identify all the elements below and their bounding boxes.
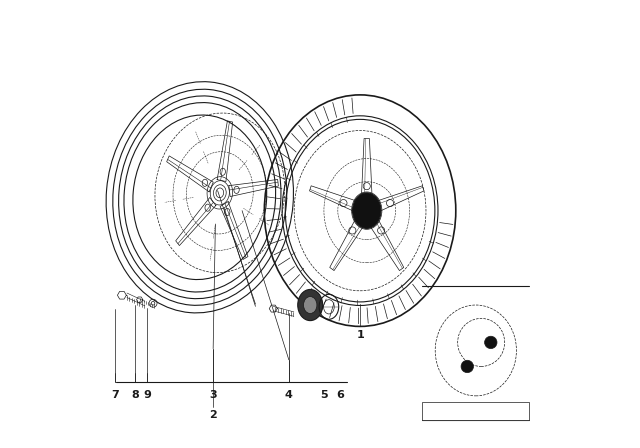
Text: 4: 4 — [285, 390, 292, 401]
Text: 5: 5 — [321, 390, 328, 401]
Circle shape — [461, 360, 474, 373]
Text: 7: 7 — [111, 390, 119, 401]
Text: 6: 6 — [336, 390, 344, 401]
Bar — [422, 402, 529, 420]
Text: CC011C95: CC011C95 — [452, 406, 500, 415]
Text: 8: 8 — [131, 390, 139, 401]
Circle shape — [484, 336, 497, 349]
Text: 9: 9 — [143, 390, 151, 401]
Ellipse shape — [353, 193, 381, 228]
Text: 2: 2 — [209, 410, 217, 420]
Text: 1: 1 — [356, 330, 364, 340]
Text: 3: 3 — [209, 390, 217, 401]
Ellipse shape — [298, 289, 323, 321]
Ellipse shape — [303, 297, 317, 314]
